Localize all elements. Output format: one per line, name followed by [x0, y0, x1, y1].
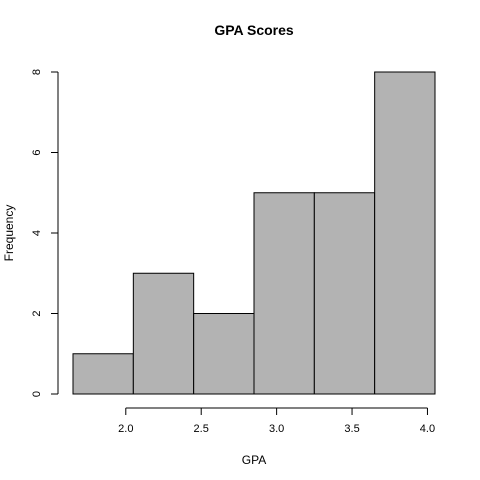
x-tick-label: 3.5	[344, 423, 359, 435]
x-tick-label: 2.5	[194, 423, 209, 435]
y-tick-label: 0	[31, 391, 43, 397]
x-tick-label: 4.0	[420, 423, 435, 435]
x-axis: 2.0 2.5 3.0 3.5 4.0	[118, 407, 435, 435]
y-tick-label: 8	[31, 69, 43, 75]
x-tick-label: 3.0	[269, 423, 284, 435]
histogram-bar-1	[72, 353, 134, 395]
x-axis-title: GPA	[242, 453, 266, 467]
histogram-bars	[72, 71, 436, 395]
y-tick-label: 6	[31, 149, 43, 155]
histogram-bar-4	[253, 192, 315, 395]
y-tick-label: 2	[31, 310, 43, 316]
x-tick-label: 2.0	[118, 423, 133, 435]
y-axis-title: Frequency	[2, 205, 16, 262]
y-tick-label: 4	[31, 230, 43, 236]
chart-title: GPA Scores	[214, 22, 294, 38]
histogram-bar-3	[193, 313, 255, 395]
histogram-bar-6	[374, 71, 436, 395]
histogram-bar-5	[313, 192, 376, 395]
y-axis: 0 2 4 6 8	[31, 69, 59, 397]
histogram-bar-2	[132, 272, 195, 395]
